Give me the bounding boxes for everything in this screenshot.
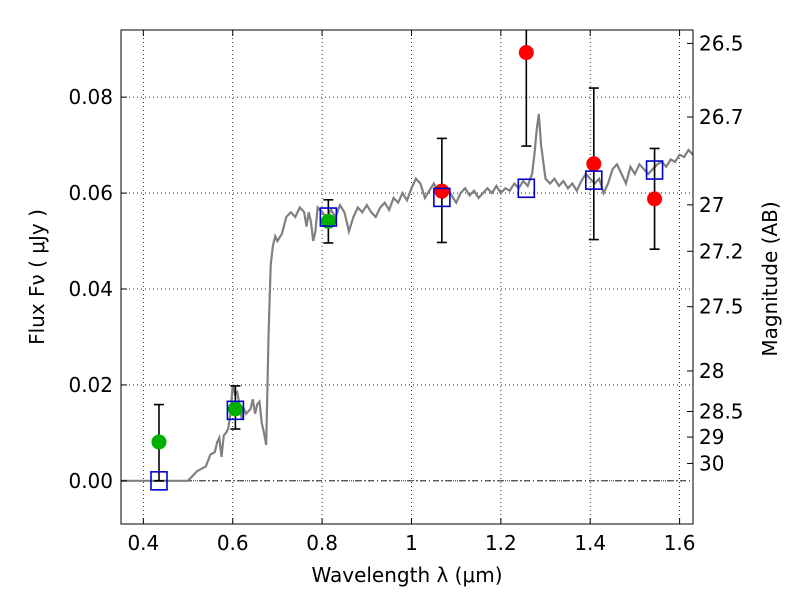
x-axis-label: Wavelength λ (μm) bbox=[311, 563, 502, 587]
red-data-point-3 bbox=[647, 191, 663, 207]
x-tick-label: 1 bbox=[405, 531, 418, 555]
mag-tick-label: 28.5 bbox=[699, 400, 744, 424]
x-tick-label: 1.6 bbox=[664, 531, 696, 555]
y-tick-label: 0.02 bbox=[68, 373, 113, 397]
y-tick-label: 0.00 bbox=[68, 469, 113, 493]
x-tick-label: 0.6 bbox=[217, 531, 249, 555]
model-square-6 bbox=[645, 160, 664, 180]
y-tick-label: 0.06 bbox=[68, 181, 113, 205]
plot-frame bbox=[120, 29, 694, 525]
green-data-point-2 bbox=[320, 213, 336, 229]
y-axis-label: Flux Fν ( μJy ) bbox=[25, 209, 49, 345]
mag-tick-label: 28 bbox=[699, 359, 724, 383]
data-marks bbox=[150, 30, 664, 491]
x-tick-label: 0.8 bbox=[306, 531, 338, 555]
red-data-point-0 bbox=[434, 183, 450, 199]
y-tick-label: 0.08 bbox=[68, 85, 113, 109]
red-data-point-2 bbox=[586, 156, 602, 172]
model-square-5 bbox=[584, 170, 603, 190]
mag-tick-label: 27 bbox=[699, 193, 724, 217]
green-data-point-1 bbox=[227, 401, 243, 417]
x-tick-label: 0.4 bbox=[127, 531, 159, 555]
model-square-4 bbox=[517, 178, 536, 199]
model-square-0 bbox=[150, 471, 168, 491]
x-tick-label: 1.4 bbox=[574, 531, 606, 555]
axis-ticks: 0.4 0.6 0.8 1 1.2 1.4 1.6 0.00 0.02 0.04 0.06 0.08 2… bbox=[68, 30, 744, 555]
model-square-2 bbox=[319, 207, 338, 227]
grid bbox=[121, 30, 693, 524]
mag-tick-label: 26.7 bbox=[699, 105, 744, 129]
mag-tick-label: 26.5 bbox=[699, 31, 744, 55]
mag-tick-label: 27.2 bbox=[699, 239, 744, 263]
mag-tick-label: 30 bbox=[699, 451, 724, 475]
sed-model-curve bbox=[121, 113, 694, 482]
x-tick-label: 1.2 bbox=[485, 531, 517, 555]
y-tick-label: 0.04 bbox=[68, 277, 113, 301]
model-square-1 bbox=[226, 400, 245, 421]
mag-tick-label: 29 bbox=[699, 425, 724, 449]
red-data-point-1 bbox=[518, 45, 534, 61]
green-data-point-0 bbox=[151, 434, 167, 450]
model-square-3 bbox=[433, 187, 451, 208]
mag-tick-label: 27.5 bbox=[699, 295, 744, 319]
y-right-axis-label: Magnitude (AB) bbox=[758, 201, 782, 356]
